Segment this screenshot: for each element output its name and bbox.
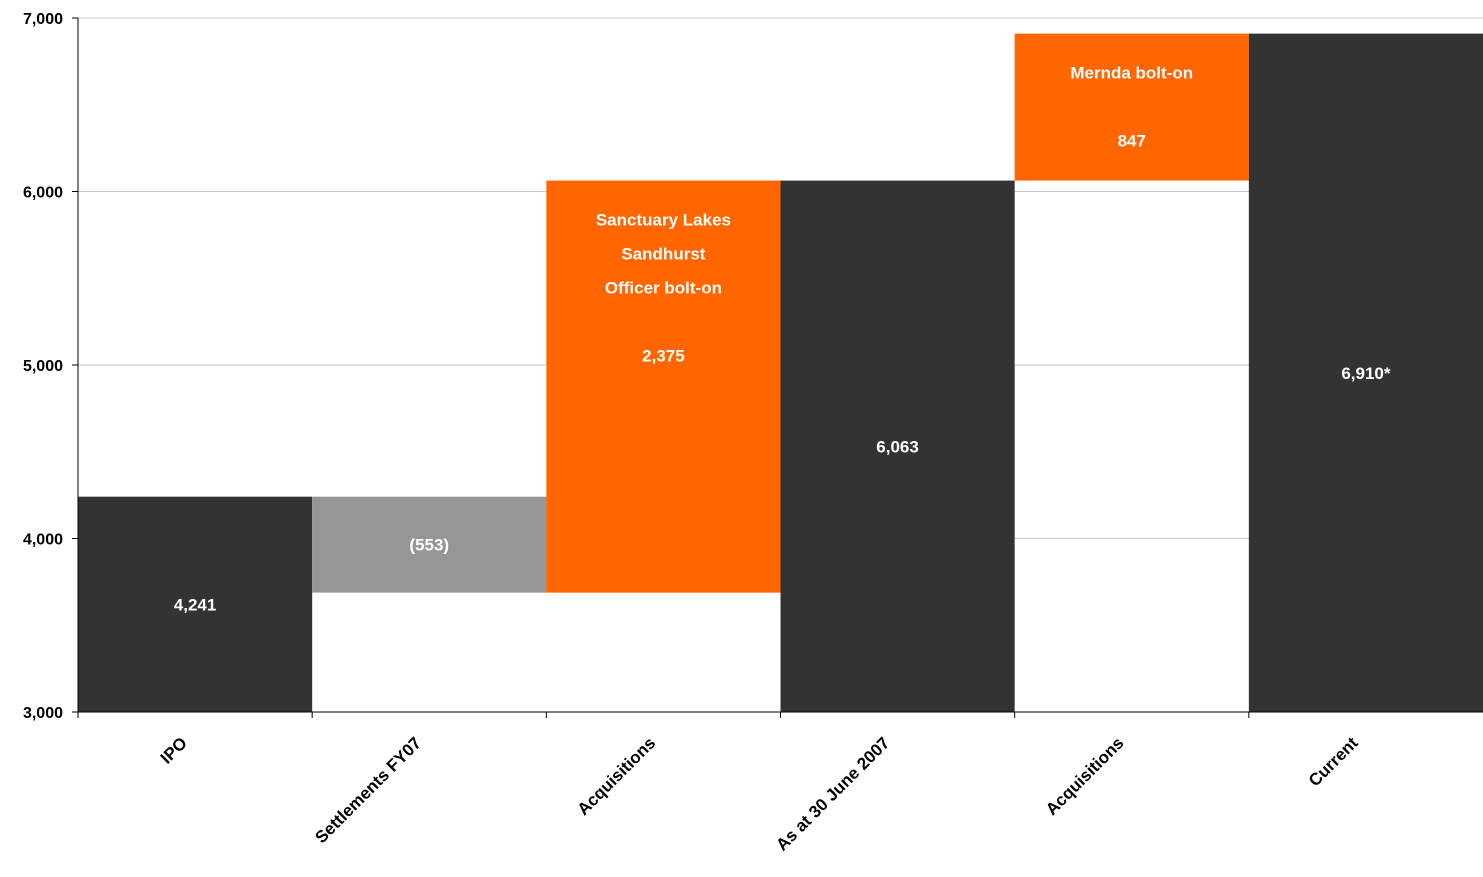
y-tick-label: 3,000 (23, 705, 63, 722)
bar-labels: 4,241 (553) Sanctuary Lakes Sandhurst Office… (174, 64, 1391, 615)
bar-total (780, 180, 1015, 712)
bar-value-label: Officer bolt-on (605, 279, 722, 298)
bar-value-label: Sanctuary Lakes (596, 211, 731, 230)
x-category-label: IPO (157, 733, 191, 767)
y-tick-label: 5,000 (23, 358, 63, 375)
y-tick-label: 4,000 (23, 532, 63, 549)
bar-total (1248, 33, 1483, 713)
bar-value-label: 6,063 (876, 437, 919, 456)
y-tick-label: 6,000 (23, 185, 63, 202)
x-category-label: Acquisitions (1042, 733, 1128, 819)
bar-value-label: 847 (1118, 132, 1146, 151)
bar-increase (1014, 33, 1249, 181)
x-category-label: As at 30 June 2007 (772, 733, 893, 854)
x-category-label: Acquisitions (574, 733, 660, 819)
bar-value-label: Mernda bolt-on (1070, 64, 1193, 83)
bars (78, 33, 1483, 713)
bar-value-label: 2,375 (642, 347, 685, 366)
bar-total (78, 496, 313, 712)
bar-value-label: 6,910* (1341, 364, 1391, 383)
bar-value-label: (553) (409, 536, 449, 555)
y-tick-label: 7,000 (23, 11, 63, 28)
x-category-label: Settlements FY07 (311, 733, 425, 847)
bar-value-label: 4,241 (174, 595, 217, 614)
bar-increase (546, 180, 781, 593)
x-category-label: Current (1305, 733, 1362, 790)
bar-value-label: Sandhurst (621, 245, 705, 264)
bar-decrease (312, 496, 547, 593)
